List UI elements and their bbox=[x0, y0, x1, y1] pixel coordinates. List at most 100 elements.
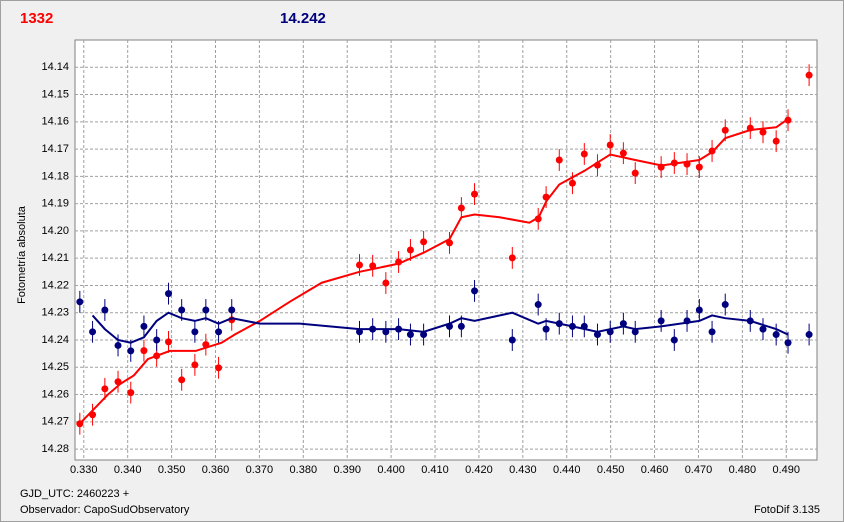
x-tick-label: 0.360 bbox=[202, 464, 230, 476]
data-point bbox=[721, 126, 729, 134]
x-tick-label: 0.410 bbox=[421, 464, 449, 476]
data-point bbox=[708, 328, 716, 336]
x-tick-label: 0.400 bbox=[377, 464, 405, 476]
data-point bbox=[369, 325, 377, 333]
data-point bbox=[89, 328, 97, 336]
data-point bbox=[708, 147, 716, 155]
x-tick-label: 0.490 bbox=[773, 464, 801, 476]
x-tick-label: 0.390 bbox=[333, 464, 361, 476]
data-point bbox=[471, 287, 479, 295]
data-point bbox=[101, 306, 109, 314]
y-tick-label: 14.17 bbox=[41, 143, 69, 155]
data-point bbox=[406, 246, 414, 254]
data-point bbox=[202, 341, 210, 349]
data-point bbox=[356, 328, 364, 336]
data-point bbox=[670, 336, 678, 344]
y-axis-label: Fotometría absoluta bbox=[16, 205, 28, 304]
data-point bbox=[657, 317, 665, 325]
data-point bbox=[759, 325, 767, 333]
data-point bbox=[805, 331, 813, 339]
data-point bbox=[568, 322, 576, 330]
x-tick-label: 0.340 bbox=[114, 464, 142, 476]
data-point bbox=[101, 385, 109, 393]
data-point bbox=[721, 301, 729, 309]
x-tick-label: 0.460 bbox=[641, 464, 669, 476]
data-point bbox=[606, 141, 614, 149]
data-point bbox=[580, 322, 588, 330]
data-point bbox=[457, 322, 465, 330]
data-point bbox=[202, 306, 210, 314]
y-tick-label: 14.24 bbox=[41, 334, 69, 346]
x-tick-label: 0.430 bbox=[509, 464, 537, 476]
data-point bbox=[420, 238, 428, 246]
x-tick-label: 0.450 bbox=[597, 464, 625, 476]
data-point bbox=[127, 389, 135, 397]
plot-area bbox=[74, 39, 818, 461]
y-tick-label: 14.25 bbox=[41, 361, 69, 373]
y-tick-label: 14.23 bbox=[41, 307, 69, 319]
data-point bbox=[471, 190, 479, 198]
data-point bbox=[555, 156, 563, 164]
data-point bbox=[446, 239, 454, 247]
data-point bbox=[153, 336, 161, 344]
y-tick-label: 14.20 bbox=[41, 225, 69, 237]
y-tick-label: 14.19 bbox=[41, 198, 69, 210]
data-point bbox=[606, 328, 614, 336]
data-point bbox=[619, 149, 627, 157]
y-tick-label: 14.22 bbox=[41, 279, 69, 291]
data-point bbox=[406, 331, 414, 339]
data-point bbox=[784, 116, 792, 124]
data-point bbox=[759, 128, 767, 136]
data-point bbox=[191, 328, 199, 336]
data-point bbox=[683, 317, 691, 325]
data-point bbox=[508, 254, 516, 262]
data-point bbox=[89, 411, 97, 419]
data-point bbox=[695, 163, 703, 171]
data-point bbox=[580, 150, 588, 158]
data-point bbox=[542, 193, 550, 201]
data-point bbox=[395, 325, 403, 333]
footer-observer: Observador: CapoSudObservatory bbox=[20, 504, 190, 516]
data-point bbox=[593, 331, 601, 339]
data-point bbox=[784, 339, 792, 347]
y-tick-label: 14.16 bbox=[41, 116, 69, 128]
data-point bbox=[555, 320, 563, 328]
data-point bbox=[508, 336, 516, 344]
x-tick-label: 0.420 bbox=[465, 464, 493, 476]
data-point bbox=[746, 124, 754, 132]
data-point bbox=[805, 71, 813, 79]
data-point bbox=[153, 352, 161, 360]
data-point bbox=[127, 347, 135, 355]
data-point bbox=[76, 298, 84, 306]
data-point bbox=[631, 328, 639, 336]
footer-version: FotoDif 3.135 bbox=[754, 504, 820, 516]
data-point bbox=[568, 179, 576, 187]
x-tick-label: 0.470 bbox=[685, 464, 713, 476]
data-point bbox=[670, 159, 678, 167]
x-tick-label: 0.440 bbox=[553, 464, 581, 476]
footer-date: GJD_UTC: 2460223 + bbox=[20, 488, 129, 500]
data-point bbox=[534, 215, 542, 223]
data-point bbox=[140, 347, 148, 355]
data-point bbox=[534, 301, 542, 309]
data-point bbox=[683, 160, 691, 168]
data-point bbox=[619, 320, 627, 328]
data-point bbox=[772, 331, 780, 339]
data-point bbox=[76, 420, 84, 428]
y-tick-label: 14.18 bbox=[41, 170, 69, 182]
y-tick-label: 14.21 bbox=[41, 252, 69, 264]
data-point bbox=[395, 258, 403, 266]
data-point bbox=[772, 137, 780, 145]
y-tick-label: 14.28 bbox=[41, 443, 69, 455]
data-point bbox=[382, 279, 390, 287]
data-point bbox=[657, 163, 665, 171]
data-point bbox=[140, 322, 148, 330]
data-point bbox=[446, 322, 454, 330]
x-tick-label: 0.380 bbox=[290, 464, 318, 476]
data-point bbox=[228, 306, 236, 314]
data-point bbox=[165, 290, 173, 298]
y-tick-label: 14.15 bbox=[41, 88, 69, 100]
data-point bbox=[114, 378, 122, 386]
